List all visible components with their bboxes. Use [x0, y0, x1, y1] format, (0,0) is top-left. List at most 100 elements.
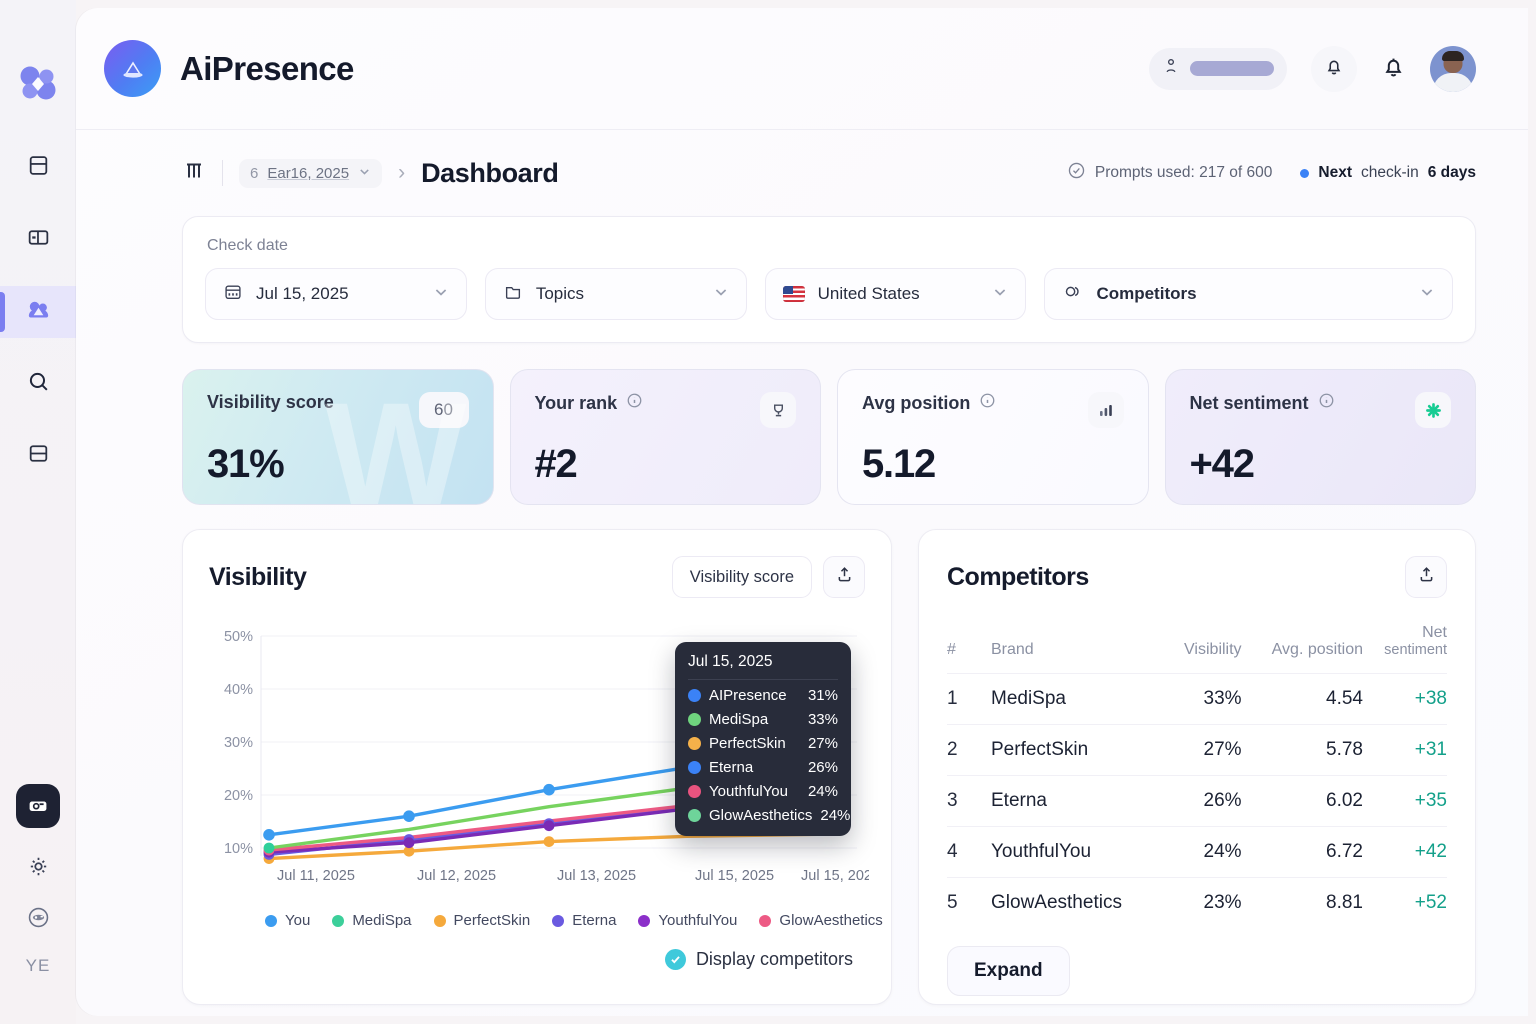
cell-visibility: 24% — [1203, 841, 1242, 863]
column-header-brand[interactable]: Brand — [991, 641, 1034, 659]
brand[interactable]: AiPresence — [104, 40, 354, 97]
table-row[interactable]: 5 GlowAesthetics 23% 8.81 +52 — [947, 877, 1447, 929]
panel-left-icon — [26, 225, 51, 255]
country-select[interactable]: United States — [764, 268, 1027, 320]
visibility-card-header: Visibility Visibility score — [209, 556, 865, 598]
legend-item[interactable]: Eterna — [552, 912, 616, 929]
panel-top-icon — [26, 153, 51, 183]
expand-button[interactable]: Expand — [947, 946, 1070, 997]
column-header-avg-position[interactable]: Avg. position — [1271, 641, 1363, 659]
column-header-visibility[interactable]: Visibility — [1184, 641, 1242, 659]
visibility-card: Visibility Visibility score — [182, 529, 892, 1005]
chart-y-ticks: 50% 40% 30% 20% 10% — [224, 629, 253, 857]
sidebar-item-reports[interactable] — [0, 430, 76, 482]
check-date-select[interactable]: Jul 15, 2025 — [205, 268, 467, 320]
info-icon[interactable] — [1318, 392, 1335, 414]
next-checkin-status: Next check-in 6 days — [1300, 164, 1476, 182]
table-row[interactable]: 3 Eterna 26% 6.02 +35 — [947, 775, 1447, 827]
svg-text:Jul 13, 2025: Jul 13, 2025 — [557, 868, 636, 884]
column-header-net-sentiment[interactable]: Net sentiment — [1363, 624, 1447, 674]
status-badge: 60 — [418, 392, 469, 428]
gear-icon[interactable] — [26, 854, 51, 879]
kpi-card-visibility-score[interactable]: W Visibility score 60 31% — [182, 369, 494, 505]
check-circle-icon — [1067, 161, 1086, 185]
legend-label: MediSpa — [352, 912, 412, 929]
kpi-value: #2 — [534, 442, 578, 486]
kpi-label-text: Your rank — [534, 392, 618, 413]
sidebar-bottom: YE — [16, 784, 60, 1024]
sidebar-item-prompts[interactable] — [0, 214, 76, 266]
tooltip-series-name: Eterna — [709, 759, 754, 776]
chevron-down-icon — [992, 284, 1008, 305]
cell-net-sentiment: +52 — [1414, 892, 1447, 914]
svg-text:10%: 10% — [224, 841, 253, 857]
alerts-button[interactable] — [1381, 54, 1406, 84]
competitors-select[interactable]: Competitors — [1044, 268, 1454, 320]
cell-avg-position: 5.78 — [1326, 739, 1363, 761]
share-upload-icon — [835, 565, 854, 589]
table-row[interactable]: 1 MediSpa 33% 4.54 +38 — [947, 673, 1447, 725]
aipresence-cloud-logo-icon[interactable] — [16, 62, 60, 106]
legend-item[interactable]: PerfectSkin — [433, 912, 530, 929]
kpi-label: Your rank — [535, 392, 644, 414]
cell-visibility: 33% — [1203, 688, 1242, 710]
sidebar-item-dashboard-layout[interactable] — [0, 142, 76, 194]
cell-visibility: 26% — [1203, 790, 1242, 812]
column-header-rank[interactable]: # — [947, 641, 956, 659]
info-icon[interactable] — [626, 392, 643, 414]
series-swatch — [688, 809, 701, 822]
columns-icon[interactable] — [182, 159, 206, 188]
camera-tag-icon[interactable] — [16, 784, 60, 828]
visibility-chart[interactable]: 50% 40% 30% 20% 10% Jul 11, 2025 Jul 12,… — [209, 620, 869, 900]
legend-item[interactable]: YouthfulYou — [638, 912, 737, 929]
cell-rank: 2 — [947, 739, 958, 761]
sidebar-nav — [0, 142, 76, 482]
breadcrumb-project-chip[interactable]: 6 Ear16, 2025 — [239, 158, 383, 188]
panel-row: Visibility Visibility score — [182, 529, 1476, 1005]
legend-item[interactable]: GlowAesthetics — [759, 912, 883, 929]
kpi-card-avg-position[interactable]: Avg position — [837, 369, 1149, 505]
table-row[interactable]: 2 PerfectSkin 27% 5.78 +31 — [947, 724, 1447, 776]
cell-brand: PerfectSkin — [991, 739, 1089, 761]
account-name-placeholder — [1190, 61, 1274, 76]
display-competitors-toggle[interactable]: Display competitors — [209, 949, 865, 970]
breadcrumb: 6 Ear16, 2025 › Dashboard — [182, 158, 559, 189]
lifebuoy-icon[interactable] — [26, 905, 51, 930]
competitors-export-button[interactable] — [1405, 556, 1447, 598]
svg-text:20%: 20% — [224, 788, 253, 804]
notifications-button[interactable] — [1311, 45, 1357, 92]
folder-icon — [503, 282, 523, 307]
sidebar-item-visibility[interactable] — [0, 286, 76, 338]
kpi-value: +42 — [1189, 442, 1255, 486]
visibility-metric-button[interactable]: Visibility score — [671, 556, 812, 598]
sidebar-user-initials[interactable]: YE — [25, 956, 51, 975]
series-swatch — [552, 914, 565, 927]
tooltip-series-value: 24% — [807, 783, 838, 800]
country-value: United States — [817, 284, 920, 303]
kpi-card-your-rank[interactable]: Your rank #2 — [509, 369, 821, 505]
visibility-export-button[interactable] — [823, 556, 865, 598]
tooltip-series-name: PerfectSkin — [709, 735, 786, 752]
competitors-card: Competitors # Brand — [918, 529, 1476, 1005]
tooltip-row: AIPresence 31% — [688, 687, 838, 704]
kpi-card-net-sentiment[interactable]: Net sentiment — [1164, 369, 1476, 505]
visibility-actions: Visibility score — [671, 556, 865, 598]
topics-select[interactable]: Topics — [484, 268, 747, 320]
rows-icon — [26, 441, 51, 471]
account-selector[interactable] — [1149, 47, 1287, 90]
cell-brand: MediSpa — [991, 688, 1066, 710]
sidebar-item-search[interactable] — [0, 358, 76, 410]
avatar[interactable] — [1430, 45, 1476, 92]
svg-text:40%: 40% — [224, 682, 253, 698]
legend-item[interactable]: MediSpa — [332, 912, 412, 929]
competitors-table: # Brand Visibility Avg. position Net sen… — [947, 624, 1447, 928]
table-row[interactable]: 4 YouthfulYou 24% 6.72 +42 — [947, 826, 1447, 878]
legend-item[interactable]: You — [265, 912, 310, 929]
chevron-down-icon — [713, 284, 729, 305]
legend-label: Eterna — [572, 912, 617, 929]
cell-net-sentiment: +38 — [1414, 688, 1447, 710]
page-title: Dashboard — [421, 157, 559, 188]
check-icon — [664, 949, 686, 970]
aipresence-logo-icon — [104, 40, 161, 97]
info-icon[interactable] — [979, 392, 996, 414]
